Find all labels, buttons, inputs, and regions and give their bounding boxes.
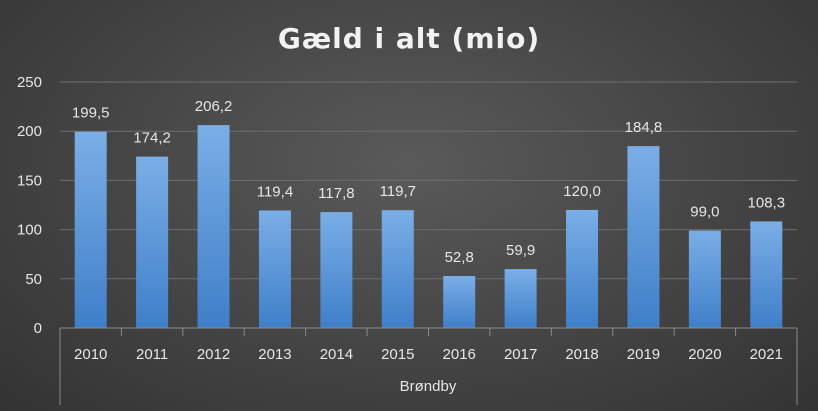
bar xyxy=(136,156,169,328)
data-label: 199,5 xyxy=(72,105,110,122)
x-tick-label: 2012 xyxy=(197,346,230,363)
x-tick-label: 2019 xyxy=(627,346,660,363)
x-tick-label: 2015 xyxy=(381,346,414,363)
data-label: 206,2 xyxy=(195,98,233,115)
bar xyxy=(381,210,414,328)
x-tick-label: 2013 xyxy=(258,346,291,363)
bar xyxy=(688,230,721,328)
bar xyxy=(566,209,599,328)
bar xyxy=(258,210,291,328)
bar xyxy=(750,221,783,328)
group-label: Brøndby xyxy=(400,378,457,395)
bar xyxy=(320,212,353,328)
data-label: 108,3 xyxy=(748,194,786,211)
bar xyxy=(197,125,230,328)
data-labels: 199,5 174,2 206,2 119,4 117,8 119,7 52,8 59,9 12… xyxy=(72,98,785,266)
data-label: 99,0 xyxy=(690,204,719,221)
x-tick-label: 2014 xyxy=(320,346,353,363)
data-label: 59,9 xyxy=(506,242,535,259)
x-tick-label: 2011 xyxy=(136,346,168,363)
bar xyxy=(443,276,476,328)
y-tick-label: 50 xyxy=(25,271,42,288)
x-tick-label: 2021 xyxy=(750,346,783,363)
data-label: 119,4 xyxy=(257,184,293,201)
y-tick-label: 150 xyxy=(17,172,42,189)
category-axis xyxy=(59,327,798,405)
data-label: 119,7 xyxy=(380,183,416,200)
y-tick-label: 250 xyxy=(17,74,42,91)
bars xyxy=(74,125,783,328)
x-tick-label: 2010 xyxy=(74,346,107,363)
data-label: 184,8 xyxy=(625,119,663,136)
x-tick-label: 2018 xyxy=(565,346,598,363)
data-label: 52,8 xyxy=(445,249,474,266)
bar xyxy=(504,269,537,328)
data-label: 117,8 xyxy=(318,185,354,202)
y-tick-label: 100 xyxy=(17,222,42,239)
y-axis-ticks: 0 50 100 150 200 250 xyxy=(17,74,42,337)
bar xyxy=(627,146,660,328)
gridlines xyxy=(60,81,797,280)
bar xyxy=(74,131,107,328)
chart-title: Gæld i alt (mio) xyxy=(278,22,540,55)
y-tick-label: 200 xyxy=(17,123,42,140)
x-tick-label: 2016 xyxy=(443,346,476,363)
data-label: 120,0 xyxy=(563,183,601,200)
x-axis-ticks: 2010 2011 2012 2013 2014 2015 2016 2017 2018 2019… xyxy=(74,346,783,363)
x-tick-label: 2020 xyxy=(688,346,721,363)
x-tick-label: 2017 xyxy=(504,346,537,363)
y-tick-label: 0 xyxy=(34,320,42,337)
data-label: 174,2 xyxy=(133,130,171,147)
